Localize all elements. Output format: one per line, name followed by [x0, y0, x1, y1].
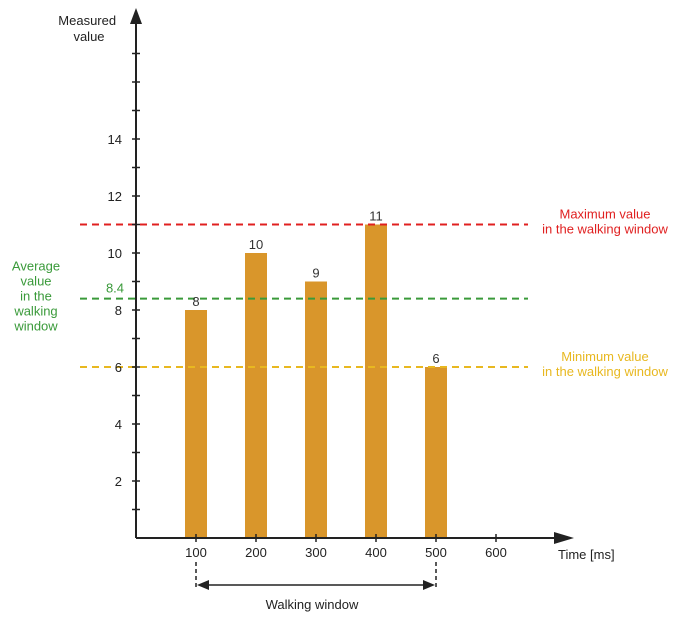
- bar: [365, 224, 387, 538]
- bar-value-label: 8: [192, 294, 199, 309]
- average-annotation-line: in the: [20, 289, 52, 304]
- x-tick-label: 500: [425, 545, 447, 560]
- bar: [305, 281, 327, 538]
- y-tick-label: 2: [115, 474, 122, 489]
- average-annotation-line: Average: [12, 259, 60, 274]
- x-axis-arrow: [554, 532, 574, 544]
- bar: [245, 253, 267, 538]
- walking-window-label: Walking window: [266, 597, 359, 612]
- y-axis-title-line-2: value: [73, 29, 104, 44]
- x-tick-label: 200: [245, 545, 267, 560]
- y-axis-title: Measured value: [58, 13, 119, 44]
- average-annotation-line: window: [13, 319, 58, 334]
- maximum-annotation: Maximum value in the walking window: [542, 207, 668, 237]
- average-value-label: 8.4: [106, 281, 124, 296]
- x-tick-label: 100: [185, 545, 207, 560]
- bars-layer: [185, 224, 447, 538]
- bar: [185, 310, 207, 538]
- x-tick-label: 300: [305, 545, 327, 560]
- walking-window-arrow-right: [423, 580, 435, 590]
- walking-window-bracket: Walking window: [195, 562, 437, 612]
- minimum-annotation: Minimum value in the walking window: [542, 349, 668, 379]
- y-tick-label: 4: [115, 417, 122, 432]
- y-axis-title-line-1: Measured: [58, 13, 116, 28]
- ticks-layer: [132, 52, 497, 542]
- average-annotation: Average value in the walking window: [12, 259, 60, 334]
- x-axis-title: Time [ms]: [558, 547, 615, 562]
- y-tick-label: 6: [115, 360, 122, 375]
- bar-value-label: 10: [249, 237, 263, 252]
- walking-window-arrow-left: [197, 580, 209, 590]
- maximum-annotation-line: Maximum value: [559, 207, 650, 222]
- bar-value-label: 6: [432, 351, 439, 366]
- y-tick-label: 8: [115, 303, 122, 318]
- average-annotation-line: walking: [13, 304, 57, 319]
- x-tick-label: 600: [485, 545, 507, 560]
- bar-value-label: 11: [369, 209, 383, 224]
- bar-value-label: 9: [312, 266, 319, 281]
- bar: [425, 367, 447, 538]
- average-annotation-line: value: [20, 274, 51, 289]
- y-tick-label: 12: [108, 189, 122, 204]
- y-axis-arrow: [130, 8, 142, 24]
- y-tick-label: 10: [108, 246, 122, 261]
- maximum-annotation-line: in the walking window: [542, 222, 668, 237]
- y-tick-label: 14: [108, 132, 122, 147]
- x-tick-label: 400: [365, 545, 387, 560]
- minimum-annotation-line: in the walking window: [542, 364, 668, 379]
- minimum-annotation-line: Minimum value: [561, 349, 648, 364]
- reference-lines-layer: [80, 223, 528, 368]
